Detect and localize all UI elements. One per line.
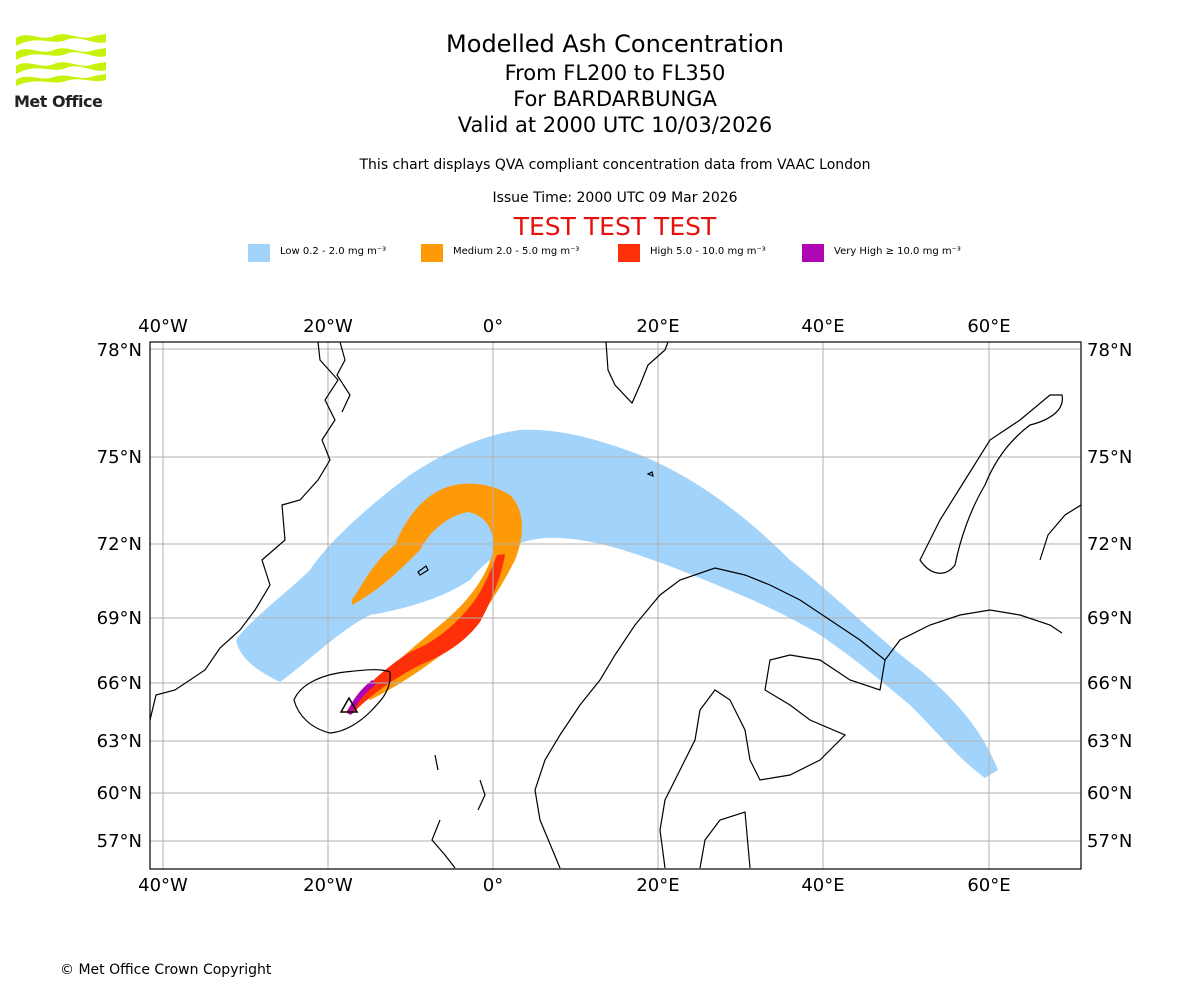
met-office-logo: Met Office [14, 30, 108, 112]
test-banner: TEST TEST TEST [513, 212, 717, 241]
lon-tick-top: 60°E [967, 316, 1010, 337]
legend-swatch-medium [421, 244, 443, 262]
chart-header: Modelled Ash Concentration From FL200 to… [0, 28, 1200, 138]
lat-tick-left: 57°N [97, 831, 142, 852]
lat-tick-right: 57°N [1087, 831, 1132, 852]
legend-swatch-high [618, 244, 640, 262]
lon-tick-top: 20°E [636, 316, 679, 337]
lat-tick-left: 72°N [97, 534, 142, 555]
lon-tick-bottom: 20°W [303, 875, 353, 896]
legend-label-high: High 5.0 - 10.0 mg m⁻³ [650, 246, 766, 257]
lat-tick-right: 66°N [1087, 673, 1132, 694]
lon-tick-bottom: 40°W [138, 875, 188, 896]
legend-label-medium: Medium 2.0 - 5.0 mg m⁻³ [453, 246, 580, 257]
map-gridlines [150, 342, 1081, 869]
ash-high-area [346, 554, 505, 714]
coastlines [150, 342, 1081, 869]
longitude-ticks-top: 40°W 20°W 0° 20°E 40°E 60°E [138, 316, 1010, 337]
lon-tick-bottom: 60°E [967, 875, 1010, 896]
legend-label-low: Low 0.2 - 2.0 mg m⁻³ [280, 246, 387, 257]
lat-tick-left: 66°N [97, 673, 142, 694]
legend-swatch-very-high [802, 244, 824, 262]
issue-time: Issue Time: 2000 UTC 09 Mar 2026 [492, 190, 738, 206]
lat-tick-right: 78°N [1087, 340, 1132, 361]
lat-tick-left: 78°N [97, 340, 142, 361]
compliance-note: This chart displays QVA compliant concen… [359, 157, 871, 173]
legend-swatch-low [248, 244, 270, 262]
logo-text: Met Office [14, 92, 103, 111]
chart-title: Modelled Ash Concentration [446, 30, 784, 58]
lat-tick-right: 60°N [1087, 783, 1132, 804]
legend-label-very-high: Very High ≥ 10.0 mg m⁻³ [834, 246, 961, 257]
volcano-name: For BARDARBUNGA [513, 87, 717, 111]
latitude-ticks-right: 78°N 75°N 72°N 69°N 66°N 63°N 60°N 57°N [1087, 340, 1132, 852]
lon-tick-top: 20°W [303, 316, 353, 337]
lon-tick-bottom: 40°E [801, 875, 844, 896]
lon-tick-top: 0° [483, 316, 503, 337]
lon-tick-top: 40°W [138, 316, 188, 337]
longitude-ticks-bottom: 40°W 20°W 0° 20°E 40°E 60°E [138, 875, 1010, 896]
lat-tick-left: 60°N [97, 783, 142, 804]
lat-tick-right: 63°N [1087, 731, 1132, 752]
lat-tick-right: 75°N [1087, 447, 1132, 468]
volcano-marker [339, 696, 359, 713]
latitude-ticks-left: 78°N 75°N 72°N 69°N 66°N 63°N 60°N 57°N [97, 340, 142, 852]
lat-tick-left: 75°N [97, 447, 142, 468]
ash-low-area [236, 429, 998, 778]
lon-tick-bottom: 20°E [636, 875, 679, 896]
lat-tick-right: 69°N [1087, 608, 1132, 629]
lat-tick-right: 72°N [1087, 534, 1132, 555]
copyright-notice: © Met Office Crown Copyright [60, 962, 272, 978]
lon-tick-bottom: 0° [483, 875, 503, 896]
flight-level-range: From FL200 to FL350 [504, 61, 726, 85]
map-frame [149, 341, 1082, 870]
lon-tick-top: 40°E [801, 316, 844, 337]
valid-time: Valid at 2000 UTC 10/03/2026 [457, 113, 773, 137]
met-office-waves-icon [16, 34, 106, 86]
lat-tick-left: 69°N [97, 608, 142, 629]
lat-tick-left: 63°N [97, 731, 142, 752]
